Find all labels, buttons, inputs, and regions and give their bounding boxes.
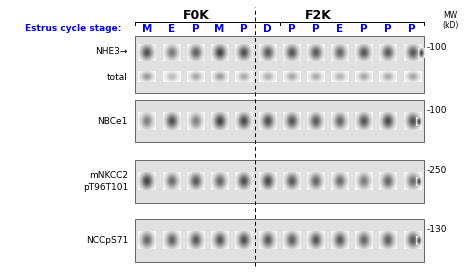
Bar bbox=[135, 160, 424, 203]
Text: M: M bbox=[142, 24, 152, 34]
Text: D: D bbox=[263, 24, 272, 34]
Text: P: P bbox=[409, 24, 416, 34]
Text: -130: -130 bbox=[427, 225, 447, 234]
Text: P: P bbox=[384, 24, 392, 34]
Text: P: P bbox=[312, 24, 319, 34]
Text: E: E bbox=[168, 24, 175, 34]
Text: mNKCC2: mNKCC2 bbox=[89, 171, 128, 180]
Bar bbox=[135, 36, 424, 93]
Text: total: total bbox=[107, 73, 128, 82]
Text: Estrus cycle stage:: Estrus cycle stage: bbox=[25, 24, 122, 33]
Text: NBCe1: NBCe1 bbox=[98, 117, 128, 126]
Text: M: M bbox=[214, 24, 225, 34]
Text: NHE3→: NHE3→ bbox=[96, 47, 128, 56]
Text: P: P bbox=[191, 24, 199, 34]
Text: E: E bbox=[337, 24, 344, 34]
Text: pT96T101: pT96T101 bbox=[83, 183, 128, 192]
Text: -100: -100 bbox=[427, 43, 447, 52]
Text: F0K: F0K bbox=[183, 8, 210, 22]
Text: F2K: F2K bbox=[305, 8, 332, 22]
Text: P: P bbox=[240, 24, 247, 34]
Bar bbox=[135, 100, 424, 142]
Bar bbox=[135, 219, 424, 262]
Text: P: P bbox=[360, 24, 368, 34]
Text: NCCpS71: NCCpS71 bbox=[86, 236, 128, 245]
Text: -100: -100 bbox=[427, 106, 447, 115]
Text: P: P bbox=[288, 24, 295, 34]
Text: -250: -250 bbox=[427, 166, 447, 175]
Text: MW
(kD): MW (kD) bbox=[442, 11, 458, 30]
